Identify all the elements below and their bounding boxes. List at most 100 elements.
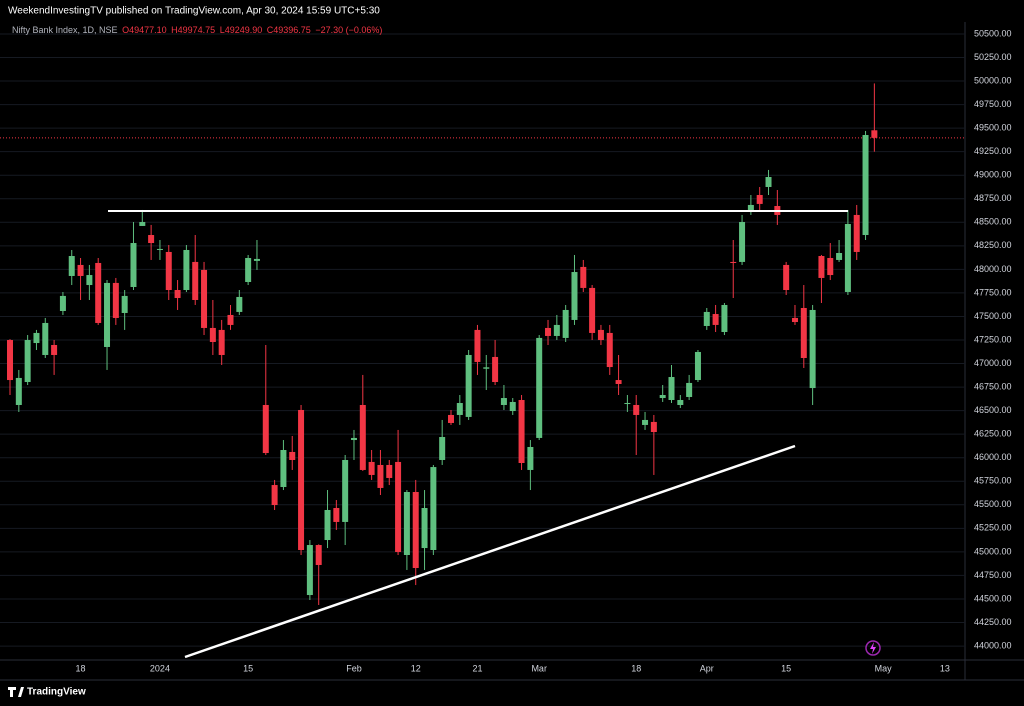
candle-body [165, 251, 172, 291]
y-tick-label: 46750.00 [974, 381, 1012, 391]
legend-change: −27.30 (−0.06%) [315, 25, 383, 35]
candle-body [668, 377, 675, 400]
candle-body [386, 464, 393, 478]
candle-body [650, 421, 657, 433]
candle-body [483, 367, 490, 369]
candle-body [562, 309, 569, 338]
candle-body [174, 290, 181, 299]
candle-body [368, 461, 375, 475]
candle-body [853, 214, 860, 252]
y-tick-label: 44000.00 [974, 640, 1012, 650]
candle-body [545, 327, 552, 336]
candle-body [597, 329, 604, 341]
y-tick-label: 50250.00 [974, 52, 1012, 62]
candle-body [633, 404, 640, 415]
candle-body [24, 340, 31, 383]
candle-body [324, 509, 331, 541]
candle-body [342, 459, 349, 522]
candle-body [183, 249, 190, 291]
candle-body [156, 248, 163, 250]
candle-body [642, 419, 649, 425]
candle-body [739, 222, 746, 262]
candle-body [403, 492, 410, 556]
candle-body [139, 222, 146, 226]
y-tick-label: 45500.00 [974, 499, 1012, 509]
candle-body [783, 264, 790, 291]
candle-body [33, 332, 40, 344]
x-tick-label: Mar [531, 663, 547, 673]
y-tick-label: 49750.00 [974, 99, 1012, 109]
y-tick-label: 50500.00 [974, 28, 1012, 38]
x-tick-label: May [875, 663, 893, 673]
candle-body [712, 314, 719, 325]
candle-body [659, 395, 666, 399]
candle-body [95, 262, 102, 323]
candle-body [112, 282, 119, 318]
x-tick-label: Feb [346, 663, 362, 673]
candle-body [15, 377, 22, 405]
candle-body [677, 399, 684, 405]
legend-low: L49249.90 [219, 25, 263, 35]
y-tick-label: 48000.00 [974, 264, 1012, 274]
candle-body [104, 282, 111, 347]
candle-body [844, 223, 851, 292]
candle-body [730, 261, 737, 263]
support-trendline [184, 444, 796, 659]
candle-body [474, 329, 481, 362]
candle-body [421, 508, 428, 549]
lightning-icon[interactable] [865, 640, 881, 656]
symbol: Nifty Bank Index, 1D, NSE [12, 25, 118, 35]
x-tick-label: 18 [76, 663, 86, 673]
candle-body [201, 269, 208, 328]
candle-body [756, 194, 763, 204]
x-tick-label: 2024 [150, 663, 170, 673]
y-tick-label: 48250.00 [974, 240, 1012, 250]
candle-body [571, 272, 578, 320]
candle-body [606, 332, 613, 368]
candle-body [289, 451, 296, 460]
y-tick-label: 44750.00 [974, 570, 1012, 580]
y-tick-label: 49000.00 [974, 170, 1012, 180]
candle-body [412, 492, 419, 568]
candle-body [836, 252, 843, 260]
symbol-legend: Nifty Bank Index, 1D, NSE O49477.10 H499… [12, 25, 384, 35]
x-tick-label: 13 [940, 663, 950, 673]
candle-body [721, 304, 728, 333]
candle-body [298, 409, 305, 551]
candle-body [218, 329, 225, 355]
candle-body [580, 266, 587, 288]
publish-header: WeekendInvestingTV published on TradingV… [8, 6, 380, 17]
candle-body [448, 414, 454, 423]
candle-body [827, 257, 834, 276]
candle-body [791, 317, 798, 323]
candle-body [465, 354, 472, 417]
candle-body [306, 545, 313, 596]
candle-body [536, 337, 543, 438]
candle-body [553, 324, 560, 336]
tradingview-logo[interactable]: TradingView [8, 687, 86, 698]
candle-body [871, 130, 878, 138]
candle-body [703, 311, 710, 326]
candle-body [694, 351, 701, 381]
candle-body [350, 437, 357, 441]
y-tick-label: 47500.00 [974, 311, 1012, 321]
candle-body [236, 296, 243, 312]
candle-body [765, 177, 772, 187]
y-tick-label: 46500.00 [974, 405, 1012, 415]
candle-body [253, 258, 260, 261]
candles [7, 83, 878, 606]
x-tick-label: 15 [781, 663, 791, 673]
x-tick-label: 18 [631, 663, 641, 673]
x-tick-label: Apr [700, 663, 714, 673]
candle-body [42, 322, 49, 355]
candle-body [333, 508, 340, 522]
candle-body [624, 403, 631, 405]
x-tick-label: 15 [243, 663, 253, 673]
candle-body [589, 287, 596, 333]
y-tick-label: 47000.00 [974, 358, 1012, 368]
candle-body [315, 545, 322, 565]
y-tick-label: 45000.00 [974, 546, 1012, 556]
y-tick-label: 47750.00 [974, 287, 1012, 297]
